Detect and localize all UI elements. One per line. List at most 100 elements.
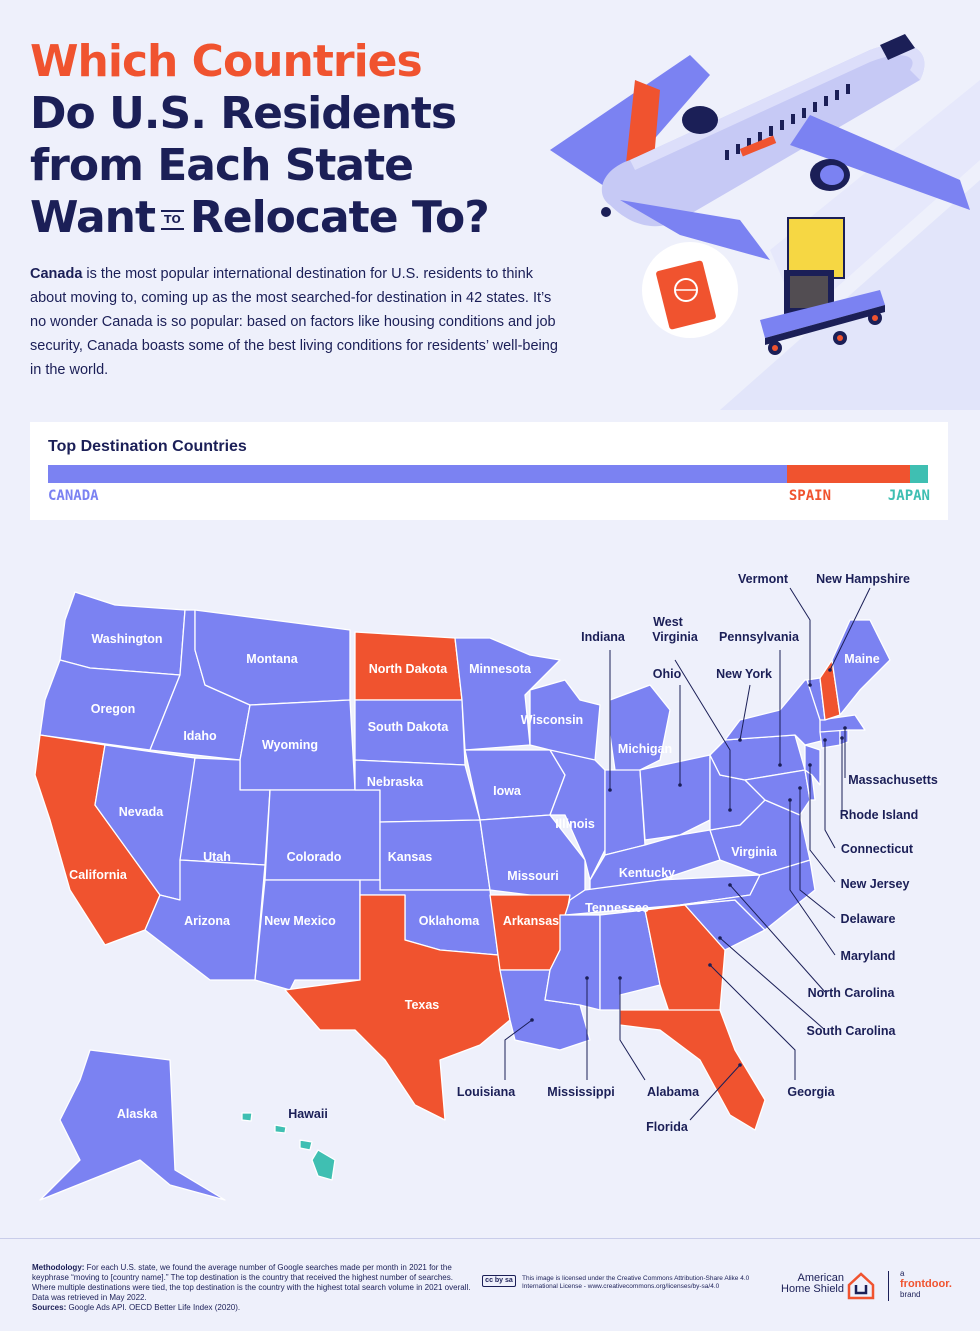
brand-name-line-2: Home Shield bbox=[781, 1283, 844, 1295]
top-destinations-title: Top Destination Countries bbox=[48, 438, 247, 455]
label-minnesota: Minnesota bbox=[469, 662, 532, 676]
plane-fuselage bbox=[601, 44, 925, 227]
plane-wing-back bbox=[550, 55, 710, 190]
label-kansas: Kansas bbox=[388, 850, 433, 864]
bar-segment-japan bbox=[910, 465, 928, 483]
label-north-dakota: North Dakota bbox=[369, 662, 449, 676]
label-california: California bbox=[69, 868, 128, 882]
state-maine bbox=[831, 619, 891, 716]
state-hawaii-big bbox=[311, 1149, 336, 1181]
license-text[interactable]: This image is licensed under the Creativ… bbox=[522, 1275, 750, 1290]
brand-divider bbox=[888, 1271, 889, 1301]
label-iowa: Iowa bbox=[493, 784, 522, 798]
label-vermont: Vermont bbox=[738, 572, 789, 586]
label-virginia: Virginia bbox=[731, 845, 778, 859]
label-new-york: New York bbox=[716, 667, 772, 681]
brand-name-line-1: American bbox=[797, 1272, 844, 1284]
brand-name: American Home Shield bbox=[774, 1273, 844, 1295]
label-hawaii: Hawaii bbox=[288, 1107, 328, 1121]
state-michigan bbox=[609, 684, 671, 776]
sources-text: Google Ads API. OECD Better Life Index (… bbox=[66, 1303, 241, 1312]
bar-segment-spain bbox=[787, 465, 911, 483]
label-north-carolina: North Carolina bbox=[808, 986, 896, 1000]
state-connecticut bbox=[819, 729, 841, 749]
us-map: Washington Oregon California Nevada Idah… bbox=[20, 560, 980, 1210]
label-rhode-island: Rhode Island bbox=[840, 808, 918, 822]
label-west-virginia-2: Virginia bbox=[652, 630, 699, 644]
state-hawaii-kauai bbox=[241, 1112, 253, 1122]
leader-south-carolina bbox=[719, 937, 826, 1031]
label-nebraska: Nebraska bbox=[367, 775, 424, 789]
state-new-jersey bbox=[804, 744, 821, 786]
label-arizona: Arizona bbox=[184, 914, 231, 928]
leader-georgia bbox=[709, 964, 796, 1080]
title-word-relocate: Relocate To? bbox=[189, 192, 490, 243]
title-line-1: Which Countries bbox=[30, 36, 423, 87]
top-destinations-card: Top Destination Countries CANADA SPAIN JAP… bbox=[30, 422, 948, 520]
label-washington: Washington bbox=[91, 632, 162, 646]
state-indiana bbox=[604, 769, 646, 856]
label-tennessee: Tennessee bbox=[585, 901, 649, 915]
title-line-4: Want TO Relocate To? bbox=[30, 192, 590, 244]
label-maine: Maine bbox=[844, 652, 879, 666]
label-alabama: Alabama bbox=[647, 1085, 700, 1099]
footer: Methodology: For each U.S. state, we fou… bbox=[0, 1238, 980, 1331]
brand-block: American Home Shield a frontdoor. brand bbox=[774, 1267, 974, 1307]
destinations-bar bbox=[48, 465, 928, 483]
leader-lines bbox=[504, 587, 871, 1121]
airplane-illustration bbox=[540, 20, 980, 410]
methodology-label: Methodology: bbox=[32, 1263, 85, 1272]
label-connecticut: Connecticut bbox=[841, 842, 914, 856]
leader-west-virginia bbox=[674, 659, 731, 810]
label-delaware: Delaware bbox=[841, 912, 896, 926]
page-title: Which Countries Do U.S. Residents from E… bbox=[30, 36, 590, 244]
intro-paragraph: Canada is the most popular international… bbox=[30, 262, 570, 382]
label-texas: Texas bbox=[405, 998, 440, 1012]
label-pennsylvania: Pennsylvania bbox=[719, 630, 800, 644]
leader-connecticut bbox=[824, 740, 836, 849]
bar-label-spain: SPAIN bbox=[788, 488, 832, 504]
state-ohio bbox=[639, 754, 711, 841]
frontdoor-suffix: brand bbox=[900, 1290, 921, 1299]
leader-maryland bbox=[789, 800, 836, 956]
leader-alabama bbox=[619, 978, 646, 1081]
title-line-3: from Each State bbox=[30, 140, 414, 191]
label-new-hampshire: New Hampshire bbox=[816, 572, 910, 586]
label-louisiana: Louisiana bbox=[457, 1085, 516, 1099]
state-texas bbox=[284, 894, 511, 1121]
label-kentucky: Kentucky bbox=[619, 866, 675, 880]
bar-label-canada: CANADA bbox=[48, 488, 99, 504]
label-utah: Utah bbox=[203, 850, 231, 864]
label-ohio: Ohio bbox=[653, 667, 682, 681]
leader-north-carolina bbox=[729, 884, 826, 993]
label-illinois: Illinois bbox=[555, 817, 595, 831]
label-alaska: Alaska bbox=[117, 1107, 158, 1121]
label-nevada: Nevada bbox=[119, 805, 165, 819]
label-wisconsin: Wisconsin bbox=[521, 713, 583, 727]
label-oregon: Oregon bbox=[91, 702, 135, 716]
leader-vermont bbox=[789, 587, 811, 685]
label-arkansas: Arkansas bbox=[503, 914, 559, 928]
state-arizona bbox=[144, 859, 266, 981]
label-michigan: Michigan bbox=[618, 742, 672, 756]
label-west-virginia-1: West bbox=[653, 615, 683, 629]
methodology-text: For each U.S. state, we found the averag… bbox=[32, 1263, 471, 1302]
frontdoor-brand: a frontdoor. brand bbox=[900, 1269, 952, 1300]
label-oklahoma: Oklahoma bbox=[419, 914, 480, 928]
methodology: Methodology: For each U.S. state, we fou… bbox=[32, 1263, 472, 1313]
title-word-want: Want bbox=[30, 192, 156, 243]
state-minnesota bbox=[454, 637, 561, 751]
state-alaska bbox=[39, 1049, 226, 1201]
leader-new-jersey bbox=[809, 765, 836, 883]
label-massachusetts: Massachusetts bbox=[848, 773, 938, 787]
label-florida: Florida bbox=[646, 1120, 689, 1134]
leader-delaware bbox=[799, 788, 836, 919]
state-north-carolina bbox=[679, 859, 816, 931]
bar-segment-canada bbox=[48, 465, 788, 483]
state-florida bbox=[619, 1009, 766, 1131]
cc-license-icon: cc by sa bbox=[482, 1275, 516, 1287]
label-wyoming: Wyoming bbox=[262, 738, 318, 752]
state-maryland bbox=[744, 769, 811, 816]
luggage-cart-icon bbox=[760, 217, 885, 355]
license-notice: cc by sa This image is licensed under th… bbox=[482, 1275, 772, 1291]
